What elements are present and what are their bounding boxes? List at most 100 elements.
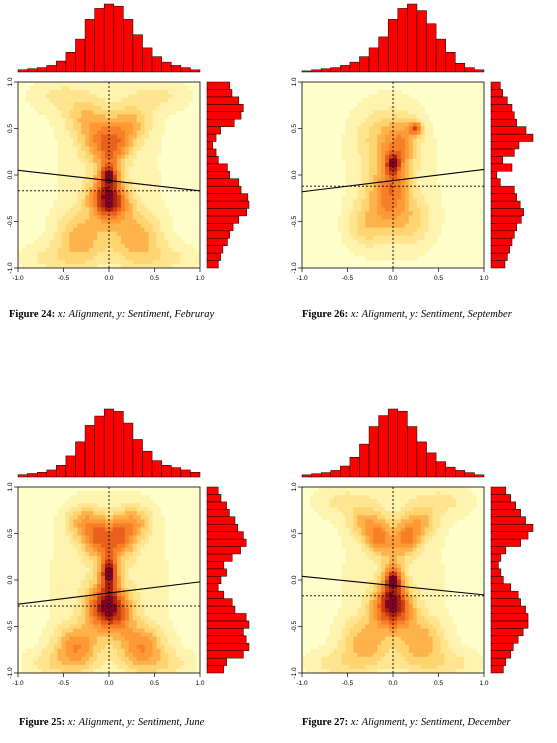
density-cell bbox=[61, 636, 67, 642]
density-cell bbox=[416, 118, 422, 124]
density-cell bbox=[365, 219, 370, 225]
density-cell bbox=[144, 616, 150, 622]
density-cell bbox=[81, 110, 86, 115]
density-cell bbox=[112, 503, 118, 508]
density-cell bbox=[144, 162, 150, 168]
density-cell bbox=[345, 146, 351, 152]
density-cell bbox=[349, 527, 355, 533]
density-cell bbox=[53, 624, 59, 630]
density-cell bbox=[69, 527, 74, 533]
density-cell bbox=[168, 620, 173, 626]
density-cell bbox=[357, 571, 362, 577]
density-cell bbox=[184, 102, 189, 107]
density-cell bbox=[116, 227, 122, 233]
density-cell bbox=[120, 122, 126, 128]
density-cell bbox=[120, 535, 126, 541]
density-cell bbox=[128, 118, 134, 124]
density-cell bbox=[381, 191, 386, 196]
density-cell bbox=[156, 535, 162, 541]
density-cell bbox=[444, 491, 449, 496]
density-cell bbox=[172, 656, 177, 662]
density-cell bbox=[420, 604, 426, 609]
density-cell bbox=[164, 106, 169, 111]
density-cell bbox=[408, 199, 414, 204]
density-cell bbox=[65, 122, 71, 128]
density-cell bbox=[412, 179, 418, 184]
density-cell bbox=[57, 126, 63, 132]
density-cell bbox=[400, 94, 406, 99]
density-cell bbox=[416, 215, 422, 221]
density-cell bbox=[168, 624, 173, 630]
density-cell bbox=[124, 82, 130, 87]
density-cell bbox=[365, 511, 370, 516]
density-cell bbox=[120, 555, 126, 561]
density-cell bbox=[152, 616, 158, 622]
density-cell bbox=[69, 539, 74, 545]
density-cell bbox=[57, 150, 63, 156]
density-cell bbox=[53, 616, 59, 622]
density-cell bbox=[152, 515, 158, 520]
density-cell bbox=[136, 251, 142, 257]
density-cell bbox=[109, 523, 114, 529]
density-cell bbox=[436, 523, 442, 529]
density-cell bbox=[73, 640, 78, 646]
top-histogram-bar bbox=[46, 65, 57, 73]
density-cell bbox=[412, 499, 418, 504]
density-cell bbox=[85, 608, 90, 613]
top-histogram-bar bbox=[180, 67, 191, 73]
density-cell bbox=[144, 251, 150, 257]
density-cell bbox=[400, 211, 406, 217]
density-cell bbox=[29, 90, 35, 95]
density-cell bbox=[373, 154, 378, 160]
density-cell bbox=[49, 608, 55, 613]
x-tick-label: -0.5 bbox=[58, 275, 70, 282]
density-cell bbox=[188, 656, 193, 662]
density-cell bbox=[412, 166, 418, 172]
density-cell bbox=[140, 126, 146, 132]
density-cell bbox=[33, 98, 39, 103]
density-cell bbox=[97, 499, 102, 504]
right-histogram-bar bbox=[206, 486, 219, 495]
density-cell bbox=[89, 207, 94, 212]
density-cell bbox=[61, 219, 67, 225]
density-cell bbox=[29, 259, 35, 265]
density-cell bbox=[112, 207, 118, 212]
density-cell bbox=[124, 592, 130, 597]
density-cell bbox=[152, 596, 158, 601]
density-cell bbox=[89, 251, 94, 257]
density-cell bbox=[73, 223, 78, 229]
density-cell bbox=[132, 519, 138, 524]
density-cell bbox=[408, 166, 414, 172]
density-cell bbox=[432, 175, 438, 180]
density-cell bbox=[132, 118, 138, 124]
density-cell bbox=[89, 150, 94, 156]
density-cell bbox=[160, 567, 165, 573]
density-cell bbox=[77, 90, 82, 95]
density-cell bbox=[385, 519, 390, 524]
density-cell bbox=[408, 122, 414, 128]
density-cell bbox=[101, 539, 106, 545]
density-cell bbox=[37, 255, 43, 261]
density-cell bbox=[389, 211, 394, 217]
density-cell bbox=[172, 239, 177, 245]
density-cell bbox=[468, 495, 473, 500]
density-cell bbox=[345, 547, 351, 553]
density-cell bbox=[408, 146, 414, 152]
density-cell bbox=[420, 531, 426, 537]
density-cell bbox=[57, 199, 63, 204]
density-cell bbox=[396, 170, 402, 176]
density-cell bbox=[152, 612, 158, 617]
density-cell bbox=[144, 158, 150, 164]
density-cell bbox=[136, 227, 142, 233]
density-cell bbox=[176, 259, 181, 265]
density-cell bbox=[128, 243, 134, 249]
density-cell bbox=[61, 102, 67, 107]
density-cell bbox=[69, 179, 74, 184]
density-cell bbox=[361, 203, 366, 208]
density-cell bbox=[136, 571, 142, 577]
density-cell bbox=[152, 122, 158, 128]
density-cell bbox=[112, 584, 118, 589]
density-cell bbox=[89, 668, 94, 673]
density-cell bbox=[152, 600, 158, 605]
density-cell bbox=[128, 90, 134, 95]
